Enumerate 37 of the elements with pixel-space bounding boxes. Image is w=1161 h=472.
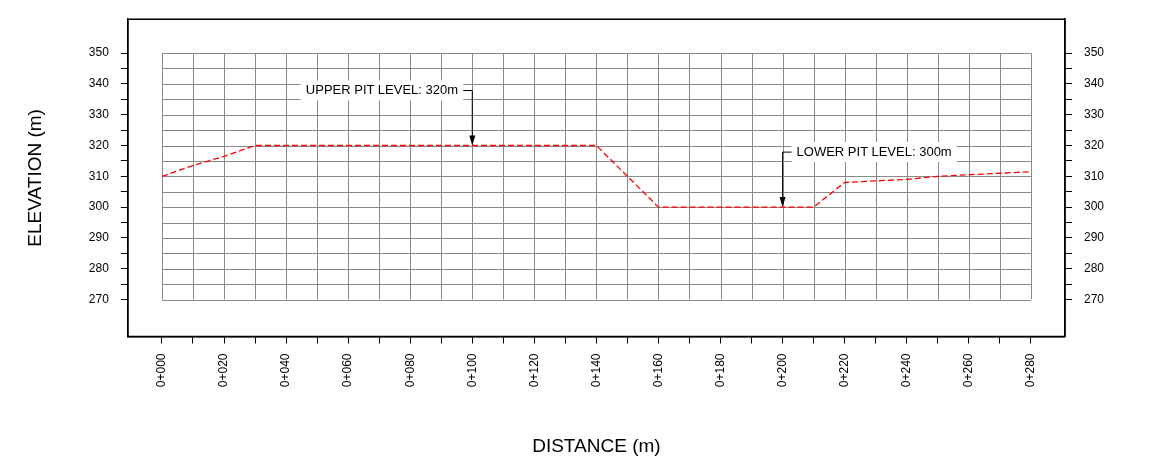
y-tick-label: 320	[88, 137, 110, 152]
x-tick-label: 0+140	[588, 353, 603, 388]
y2-tick-label: 300	[1083, 199, 1105, 214]
x-tick-label: 0+080	[402, 353, 417, 388]
y-tick-label: 310	[88, 168, 110, 183]
x-tick-label: 0+200	[774, 353, 789, 388]
x-tick-label: 0+060	[340, 353, 355, 388]
x-tick-label: 0+120	[526, 353, 541, 388]
y-tick-label: 280	[88, 261, 110, 276]
y-tick-label: 340	[88, 76, 110, 91]
annotation: LOWER PIT LEVEL: 300m	[796, 143, 952, 159]
y-axis-title: ELEVATION (m)	[23, 109, 45, 247]
x-tick-label: 0+260	[961, 353, 976, 388]
x-tick-label: 0+180	[712, 353, 727, 388]
y-tick-label: 290	[88, 230, 110, 245]
y2-tick-label: 320	[1083, 137, 1105, 152]
x-tick-label: 0+040	[278, 353, 293, 388]
y2-tick-label: 310	[1083, 168, 1105, 183]
x-tick-label: 0+020	[216, 353, 231, 388]
y2-tick-label: 340	[1083, 76, 1105, 91]
y2-tick-label: 350	[1083, 45, 1105, 60]
x-tick-label: 0+280	[1023, 353, 1038, 388]
annotation: UPPER PIT LEVEL: 320m	[305, 82, 459, 98]
y-tick-label: 350	[88, 45, 110, 60]
x-axis-title: DISTANCE (m)	[532, 434, 661, 456]
y-tick-label: 330	[88, 107, 110, 122]
y2-tick-label: 290	[1083, 230, 1105, 245]
x-tick-label: 0+220	[836, 353, 851, 388]
y-tick-label: 270	[88, 291, 110, 306]
x-tick-label: 0+000	[154, 353, 169, 388]
y2-tick-label: 280	[1083, 261, 1105, 276]
y-tick-label: 300	[88, 199, 110, 214]
x-tick-label: 0+160	[650, 353, 665, 388]
y2-tick-label: 270	[1083, 291, 1105, 306]
x-tick-label: 0+100	[464, 353, 479, 388]
x-tick-label: 0+240	[899, 353, 914, 388]
y2-tick-label: 330	[1083, 107, 1105, 122]
